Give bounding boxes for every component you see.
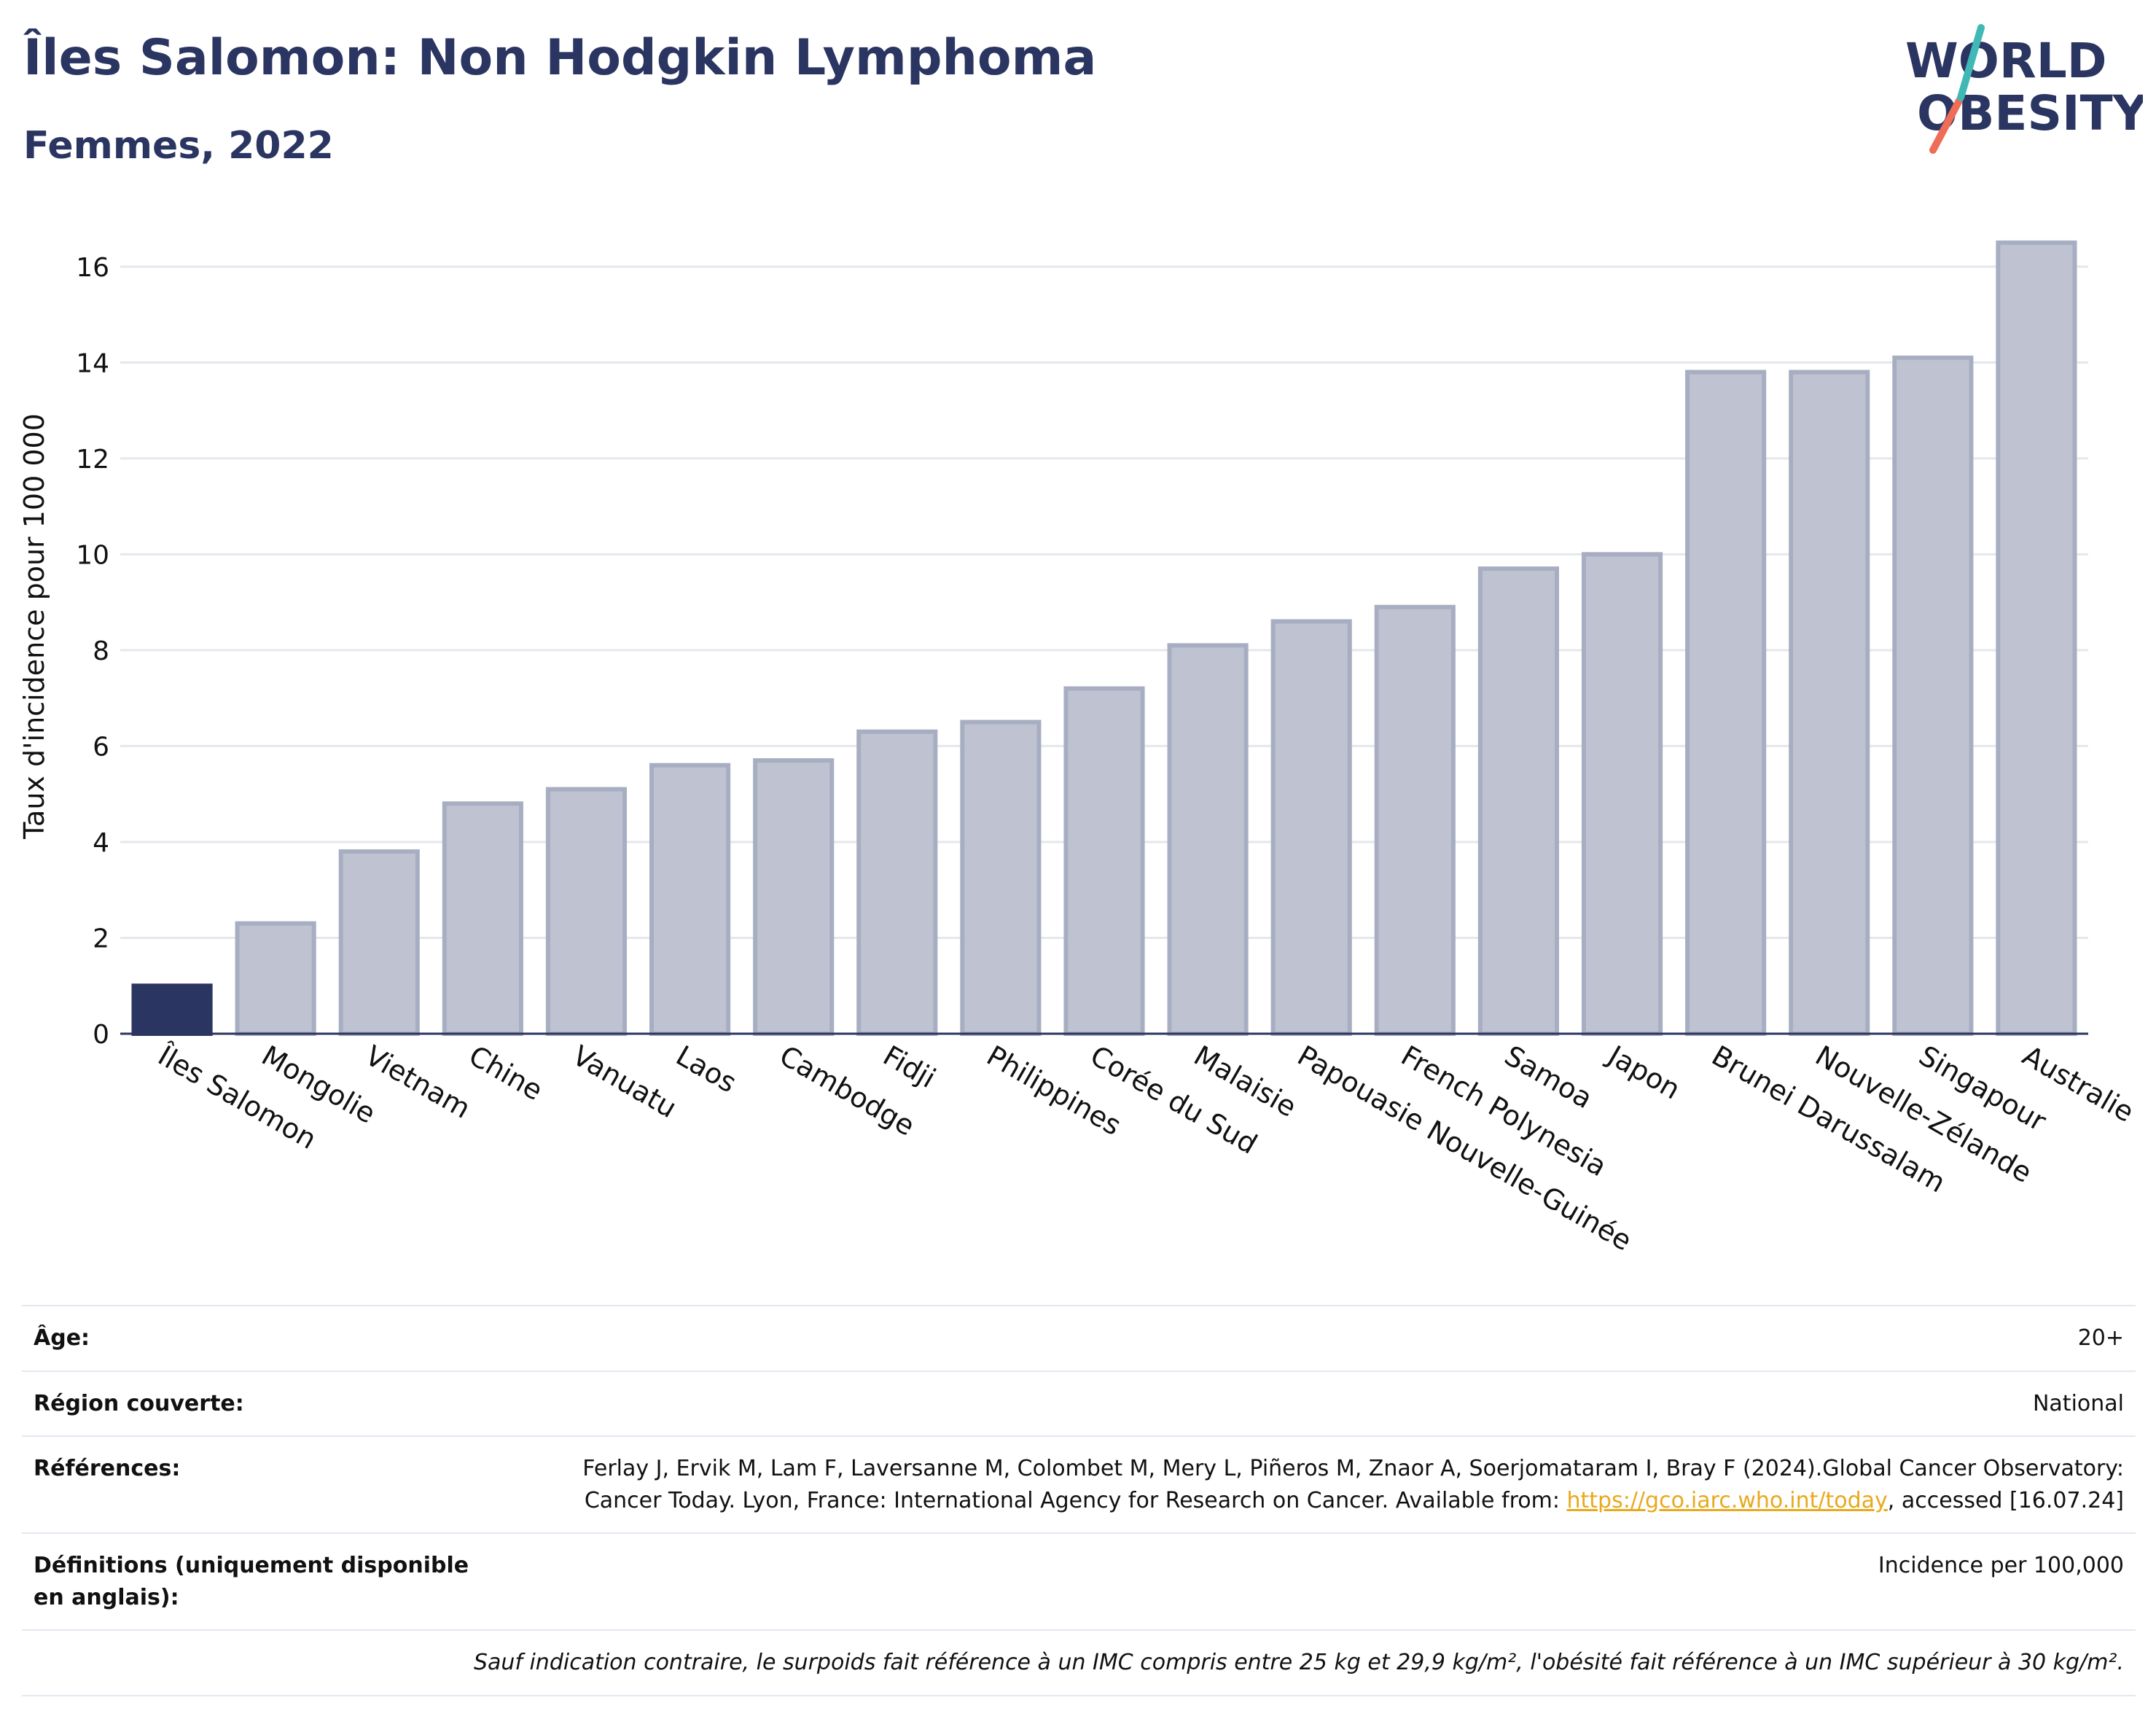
references-label: Références: bbox=[22, 1435, 512, 1533]
page-title: Îles Salomon: Non Hodgkin Lymphoma bbox=[23, 29, 1097, 87]
bar bbox=[545, 787, 628, 1036]
info-table: Âge: 20+ Région couverte: National Référ… bbox=[22, 1305, 2136, 1696]
bar-chart: 0 2 4 6 8 10 12 14 16 Îles SalomonMongolieVietna… bbox=[18, 240, 2139, 1258]
bar bbox=[1477, 566, 1560, 1036]
bar bbox=[131, 983, 213, 1037]
y-tick-label: 12 bbox=[76, 445, 109, 475]
y-tick-label: 4 bbox=[93, 828, 109, 858]
bar bbox=[753, 758, 835, 1037]
info-row-age: Âge: 20+ bbox=[22, 1305, 2136, 1371]
y-tick-label: 16 bbox=[76, 253, 109, 283]
y-tick-label: 8 bbox=[93, 636, 109, 666]
bar bbox=[649, 763, 731, 1036]
references-accessed: , accessed [16.07.24] bbox=[1887, 1487, 2124, 1513]
y-tick-label: 14 bbox=[76, 348, 109, 378]
x-tick-label: Laos bbox=[671, 1040, 742, 1099]
y-tick-label: 6 bbox=[93, 732, 109, 762]
bar bbox=[1063, 686, 1145, 1037]
info-row-note: Sauf indication contraire, le surpoids f… bbox=[22, 1629, 2136, 1696]
references-value: Ferlay J, Ervik M, Lam F, Laversanne M, … bbox=[512, 1435, 2136, 1533]
region-label: Région couverte: bbox=[22, 1370, 512, 1436]
region-value: National bbox=[512, 1370, 2136, 1436]
bar bbox=[1581, 552, 1663, 1036]
bar bbox=[1996, 240, 2077, 1037]
bar bbox=[856, 729, 938, 1037]
definitions-value: Incidence per 100,000 bbox=[512, 1532, 2136, 1630]
x-tick-label: Japon bbox=[1601, 1039, 1685, 1106]
logo-slash-teal bbox=[1957, 24, 1985, 101]
page-subtitle: Femmes, 2022 bbox=[23, 124, 334, 168]
bar bbox=[1892, 355, 1974, 1036]
x-tick-label: Vietnam bbox=[360, 1040, 476, 1125]
bar bbox=[1167, 643, 1249, 1036]
age-label: Âge: bbox=[22, 1305, 512, 1371]
bar bbox=[235, 921, 316, 1037]
info-row-region: Région couverte: National bbox=[22, 1370, 2136, 1436]
logo-slash-coral bbox=[1929, 97, 1963, 154]
y-axis-label: Taux d'incidence pour 100 000 bbox=[18, 413, 50, 840]
references-text: Ferlay J, Ervik M, Lam F, Laversanne M, … bbox=[582, 1456, 2124, 1513]
bar bbox=[960, 720, 1042, 1036]
bars bbox=[131, 240, 2077, 1037]
definitions-label: Définitions (uniquement disponible en an… bbox=[22, 1532, 512, 1630]
bar bbox=[1270, 619, 1352, 1036]
logo-word-world: WORLD bbox=[1905, 33, 2107, 89]
bar bbox=[1789, 370, 1870, 1036]
bar bbox=[1685, 370, 1767, 1036]
info-row-definitions: Définitions (uniquement disponible en an… bbox=[22, 1532, 2136, 1630]
world-obesity-logo: WORLD OBESITY bbox=[1905, 24, 2143, 154]
y-tick-label: 2 bbox=[93, 924, 109, 954]
y-tick-label: 10 bbox=[76, 540, 109, 570]
age-value: 20+ bbox=[512, 1305, 2136, 1371]
bar bbox=[1374, 604, 1456, 1036]
info-row-references: Références: Ferlay J, Ervik M, Lam F, La… bbox=[22, 1435, 2136, 1533]
references-link[interactable]: https://gco.iarc.who.int/today bbox=[1566, 1487, 1888, 1513]
bar bbox=[442, 801, 523, 1037]
x-tick-label: Vanuatu bbox=[567, 1040, 682, 1124]
y-tick-labels: 0 2 4 6 8 10 12 14 16 bbox=[76, 253, 109, 1050]
bmi-note: Sauf indication contraire, le surpoids f… bbox=[22, 1629, 2136, 1696]
bar bbox=[338, 849, 420, 1036]
y-tick-label: 0 bbox=[93, 1020, 109, 1050]
x-tick-label: Fidji bbox=[878, 1040, 941, 1095]
